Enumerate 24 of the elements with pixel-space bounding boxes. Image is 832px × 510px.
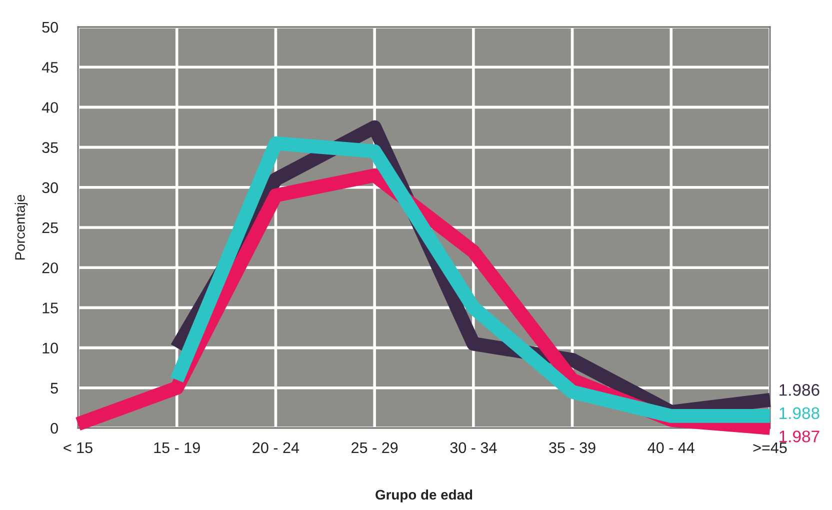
y-tick-label: 25 — [42, 222, 58, 234]
series-label: 1.987 — [780, 430, 820, 442]
y-tick-label: 40 — [42, 102, 58, 113]
x-tick-label: 40 - 44 — [648, 442, 694, 454]
y-tick-label: 0 — [50, 422, 58, 434]
series-label: 1.988 — [780, 407, 820, 420]
x-tick-label: < 15 — [64, 442, 92, 454]
x-tick-label: 25 - 29 — [352, 442, 398, 454]
y-tick-label: 50 — [42, 22, 58, 33]
x-tick-label: 15 - 19 — [154, 442, 200, 454]
series-label: 1.986 — [780, 384, 820, 396]
x-tick-label: >=45 — [753, 442, 787, 454]
y-tick-label: 10 — [42, 342, 58, 354]
y-tick-label: 30 — [42, 182, 58, 194]
x-tick-label: 35 - 39 — [549, 442, 596, 454]
y-axis-title: Porcentaje — [14, 194, 28, 260]
y-tick-label: 35 — [42, 142, 58, 153]
y-tick-label: 20 — [42, 262, 58, 274]
y-tick-label: 5 — [50, 382, 58, 394]
x-tick-label: 20 - 24 — [252, 442, 300, 454]
x-tick-label: 30 - 34 — [450, 442, 497, 454]
y-tick-label: 15 — [42, 302, 58, 314]
x-axis-title: Grupo de edad — [376, 489, 472, 502]
y-tick-label: 45 — [42, 62, 58, 73]
